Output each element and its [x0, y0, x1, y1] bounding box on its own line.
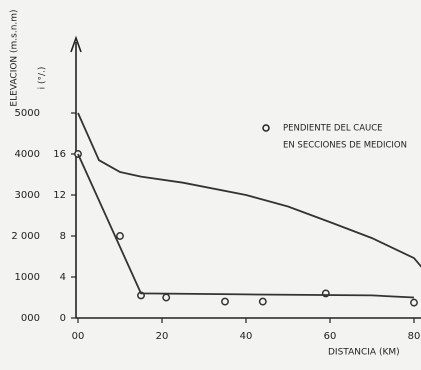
y2-tick-label: 12 — [53, 190, 66, 201]
y-tick-label: 4000 — [15, 149, 40, 160]
annotation: EN SECCIONES DE MEDICION — [283, 141, 407, 151]
y2-tick-label: 8 — [60, 231, 66, 242]
data-point — [258, 297, 267, 306]
x-axis-label: DISTANCIA (KM) — [328, 348, 400, 358]
data-point — [162, 293, 171, 302]
x-tick-label: 20 — [156, 331, 169, 342]
y-axis-label: ELEVACION (m.s.n.m) — [10, 9, 20, 106]
data-line — [77, 153, 415, 299]
y2-tick-label: 0 — [60, 313, 66, 324]
y-tick-label: 000 — [21, 313, 40, 324]
data-point — [221, 297, 229, 306]
y2-axis-label: i (°/.) — [38, 67, 48, 90]
y-tick-label: 3000 — [15, 190, 40, 201]
x-tick-label: 40 — [240, 331, 253, 342]
y-tick-label: 5000 — [15, 108, 40, 119]
legend-marker — [262, 124, 270, 132]
data-point — [410, 298, 418, 307]
x-tick-label: 00 — [72, 331, 85, 342]
annotation: PENDIENTE DEL CAUCE — [283, 124, 383, 134]
y2-tick-label: 16 — [53, 149, 66, 160]
y2-tick-label: 4 — [60, 272, 66, 283]
y-axis-arrow — [70, 35, 82, 53]
data-point — [116, 232, 124, 240]
data-line — [77, 112, 421, 268]
y-tick-label: 1000 — [15, 272, 40, 283]
x-tick-label: 80 — [408, 331, 421, 342]
x-tick-label: 60 — [324, 331, 337, 342]
y-tick-label: 2 000 — [11, 231, 40, 242]
